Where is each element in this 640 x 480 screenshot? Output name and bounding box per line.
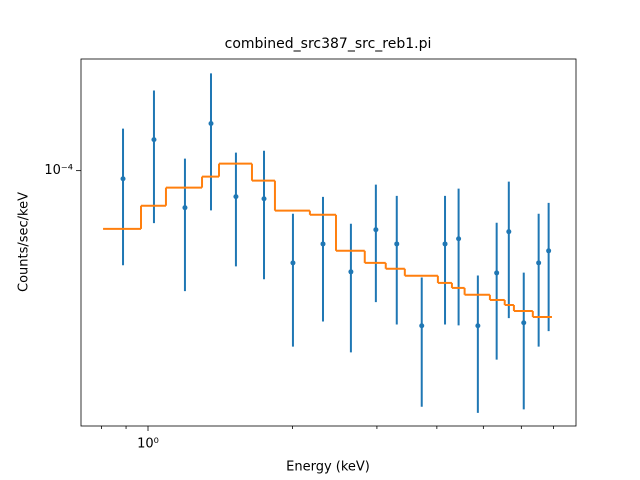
- data-point: [546, 248, 552, 254]
- data-point: [373, 227, 379, 233]
- data-point: [348, 269, 354, 275]
- data-point: [261, 196, 267, 202]
- data-point: [456, 236, 462, 242]
- chart-title: combined_src387_src_reb1.pi: [225, 36, 432, 52]
- data-point: [442, 241, 448, 247]
- data-point: [208, 121, 214, 127]
- data-point: [394, 241, 400, 247]
- y-axis-label: Counts/sec/keV: [17, 192, 32, 292]
- data-point: [120, 176, 126, 182]
- data-point: [320, 241, 326, 247]
- plot-frame: [80, 58, 577, 427]
- data-point: [506, 229, 512, 235]
- data-point: [494, 270, 500, 276]
- x-tick-label: 10⁰: [137, 437, 159, 452]
- y-tick-label: 10⁻⁴: [44, 163, 73, 178]
- data-point: [475, 323, 481, 329]
- data-point: [233, 194, 239, 200]
- data-point: [521, 320, 527, 326]
- data-point: [182, 205, 188, 211]
- data-point: [419, 323, 425, 329]
- x-axis-label: Energy (keV): [286, 460, 370, 475]
- data-point: [536, 260, 542, 266]
- data-point: [290, 260, 296, 266]
- data-point: [151, 137, 157, 143]
